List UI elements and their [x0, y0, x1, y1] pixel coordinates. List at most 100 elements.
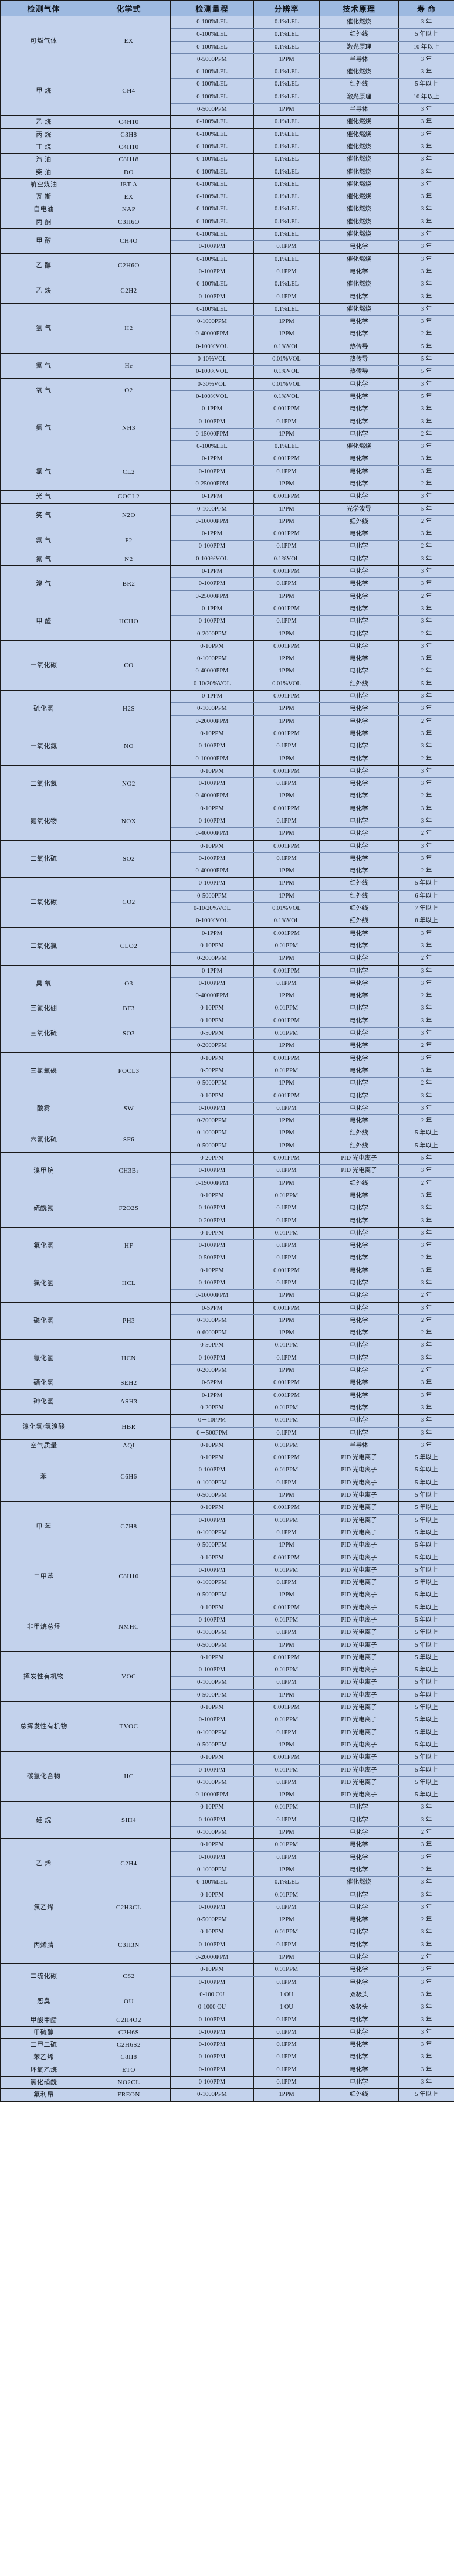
cell-technology: 半导体	[319, 103, 399, 117]
cell-technology: PID 光电离子	[319, 1576, 399, 1590]
table-row: 空气质量 AQI 0-10PPM 0.01PPM 半导体 3 年	[0, 1439, 454, 1453]
cell-lifetime: 3 年	[398, 727, 454, 741]
cell-lifetime: 3 年	[398, 977, 454, 991]
cell-gas-name: 乙 炔	[0, 278, 87, 304]
cell-chemical-formula: HCN	[87, 1339, 171, 1378]
table-row: 0-25000PPM 1PPM 电化学 2 年	[1, 590, 454, 603]
cell-lifetime: 5 年以上	[398, 877, 454, 891]
cell-technology: 电化学	[319, 415, 399, 429]
cell-technology: PID 光电离子	[319, 1152, 399, 1165]
table-header: 检测气体 化学式 检测量程 分辨率 技术原理 寿 命	[0, 0, 454, 16]
cell-resolution: 0.01PPM	[253, 1226, 320, 1241]
table-row: 瓦 斯 EX 0-100%LEL 0.1%LEL 催化燃烧 3 年	[0, 191, 454, 204]
cell-technology: 催化燃烧	[319, 66, 399, 79]
table-row: 甲 烷 CH4 0-100%LEL 0.1%LEL 催化燃烧 3 年	[0, 66, 454, 117]
cell-technology: PID 光电离子	[319, 1639, 399, 1652]
cell-technology: 电化学	[319, 927, 399, 940]
cell-chemical-formula: C2H6O	[87, 253, 171, 279]
table-row: 0-19000PPM 1PPM 红外线 2 年	[1, 1177, 454, 1190]
cell-detection-range: 0-10PPM	[170, 727, 254, 741]
cell-detection-range: 0-40000PPM	[170, 865, 254, 878]
header-row: 检测气体 化学式 检测量程 分辨率 技术原理 寿 命	[0, 0, 454, 16]
cell-gas-name: 笑 气	[0, 502, 87, 529]
table-row: 白电油 NAP 0-100%LEL 0.1%LEL 催化燃烧 3 年	[0, 203, 454, 216]
cell-detection-range: 0-100 OU	[170, 1988, 254, 2002]
cell-detection-range: 0-10PPM	[170, 1501, 254, 1515]
cell-lifetime: 2 年	[398, 1289, 454, 1303]
cell-lifetime: 5 年以上	[398, 1639, 454, 1652]
cell-gas-name: 二甲苯	[0, 1551, 87, 1602]
cell-gas-name: 臭 氧	[0, 964, 87, 1003]
cell-detection-range: 0-100PPM	[170, 290, 254, 304]
cell-gas-name: 苯	[0, 1452, 87, 1503]
cell-resolution: 0.1%LEL	[253, 440, 320, 454]
cell-gas-name: 丁 烷	[0, 140, 87, 154]
table-row: 0-100PPM 0.1PPM 电化学 3 年	[1, 1901, 454, 1915]
table-row: 0-100PPM 0.1PPM 电化学 3 年	[1, 1202, 454, 1215]
cell-resolution: 0.01PPM	[253, 1027, 320, 1041]
table-row: 0-40000PPM 1PPM 电化学 2 年	[1, 990, 454, 1003]
table-row: 0-5000PPM 1PPM 红外线 5 年以上	[1, 1139, 454, 1153]
table-row: 二氧化碳 CO2 0-100PPM 1PPM 红外线 5 年以上	[0, 877, 454, 928]
cell-resolution: 0.01PPM	[253, 1064, 320, 1078]
table-row: 氮氧化物 NOX 0-10PPM 0.001PPM 电化学 3 年	[0, 802, 454, 841]
cell-detection-range: 0-10PPM	[170, 1226, 254, 1241]
cell-technology: 电化学	[319, 1052, 399, 1065]
cell-technology: 催化燃烧	[319, 278, 399, 291]
cell-resolution: 1PPM	[253, 1639, 320, 1652]
cell-resolution: 0.01PPM	[253, 1414, 320, 1428]
cell-lifetime: 3 年	[398, 153, 454, 166]
table-row: 0-5000PPM 1PPM PID 光电离子 5 年以上	[1, 1489, 454, 1503]
cell-detection-range: 0-100%LEL	[170, 228, 254, 242]
cell-technology: 电化学	[319, 490, 399, 504]
cell-detection-range: 0-40000PPM	[170, 790, 254, 803]
cell-resolution: 0.1PPM	[253, 1726, 320, 1739]
cell-gas-name: 氨 气	[0, 403, 87, 454]
cell-detection-range: 0-19000PPM	[170, 1177, 254, 1190]
cell-resolution: 0.001PPM	[253, 490, 320, 504]
cell-technology: 红外线	[319, 902, 399, 916]
table-row: 氯 气 CL2 0-1PPM 0.001PPM 电化学 3 年	[0, 453, 454, 491]
cell-lifetime: 3 年	[398, 303, 454, 317]
cell-detection-range: 0-100PPM	[170, 1351, 254, 1365]
table-row: 0-100PPM 0.1PPM 电化学 3 年	[1, 1938, 454, 1952]
cell-resolution: 0.001PPM	[253, 1052, 320, 1065]
cell-technology: 双极头	[319, 2001, 399, 2014]
cell-lifetime: 3 年	[398, 1239, 454, 1253]
cell-technology: 电化学	[319, 990, 399, 1003]
cell-detection-range: 0-100PPM	[170, 1514, 254, 1527]
cell-resolution: 0.1%VOL	[253, 552, 320, 566]
cell-resolution: 1PPM	[253, 1539, 320, 1552]
cell-detection-range: 0-10PPM	[170, 1651, 254, 1665]
cell-detection-range: 0-25000PPM	[170, 590, 254, 603]
cell-detection-range: 0-5000PPM	[170, 1914, 254, 1927]
cell-detection-range: 0-40000PPM	[170, 665, 254, 678]
table-row: 0-100%LEL 0.1%LEL 红外线 5 年以上	[1, 28, 454, 42]
cell-detection-range: 0-10/20%VOL	[170, 902, 254, 916]
cell-lifetime: 3 年	[398, 1339, 454, 1352]
cell-resolution: 0.1PPM	[253, 852, 320, 866]
cell-gas-name: 柴 油	[0, 165, 87, 179]
cell-gas-name: 三氯氧磷	[0, 1052, 87, 1090]
table-row: 0-1000PPM 1PPM 电化学 2 年	[1, 1314, 454, 1328]
cell-detection-range: 0-100%LEL	[170, 165, 254, 179]
cell-technology: 红外线	[319, 915, 399, 928]
cell-technology: PID 光电离子	[319, 1688, 399, 1702]
cell-lifetime: 3 年	[398, 1052, 454, 1065]
cell-detection-range: 0-1PPM	[170, 690, 254, 704]
table-row: 总挥发性有机物 TVOC 0-10PPM 0.001PPM PID 光电离子 5 年以上	[0, 1701, 454, 1752]
cell-lifetime: 3 年	[398, 1926, 454, 1939]
col-header-formula: 化学式	[87, 0, 171, 16]
cell-resolution: 0.1PPM	[253, 1676, 320, 1690]
cell-technology: 激光原理	[319, 90, 399, 104]
cell-detection-range: 0-100PPM	[170, 2075, 254, 2089]
cell-resolution: 0.01PPM	[253, 1963, 320, 1977]
table-row: 0-100PPM 0.1PPM 电化学 3 年	[1, 977, 454, 991]
table-row: 0-100PPM 0.1PPM 电化学 3 年	[1, 1351, 454, 1365]
cell-resolution: 1PPM	[253, 1327, 320, 1340]
cell-technology: 电化学	[319, 1851, 399, 1864]
table-row: 氟 气 F2 0-1PPM 0.001PPM 电化学 3 年	[0, 528, 454, 553]
cell-technology: 电化学	[319, 777, 399, 791]
cell-detection-range: 0-500PPM	[170, 1252, 254, 1265]
cell-resolution: 1PPM	[253, 1114, 320, 1128]
